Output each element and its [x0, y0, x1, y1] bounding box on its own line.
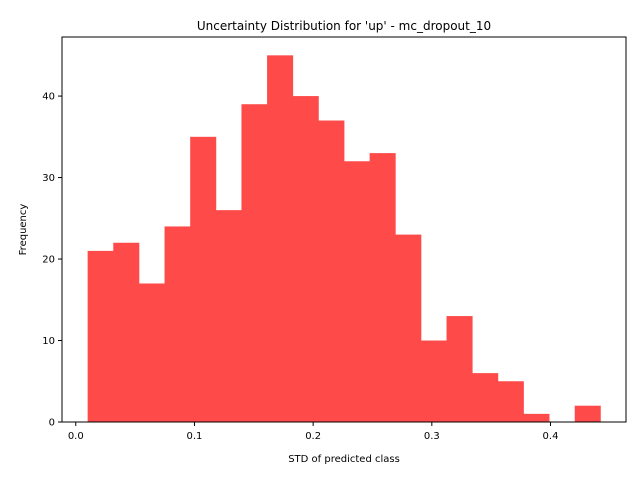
histogram-bar [87, 250, 114, 422]
histogram-bar [472, 373, 499, 422]
x-axis-ticks: 0.0 0.1 0.2 0.3 0.4 [68, 422, 559, 442]
y-tick-label: 30 [42, 173, 55, 184]
histogram-bar [497, 381, 524, 422]
histogram-bar [113, 242, 140, 422]
x-tick-label: 0.0 [68, 431, 84, 442]
histogram-bar [292, 96, 319, 423]
histogram-bar [241, 104, 268, 422]
histogram-bar [344, 161, 371, 422]
x-tick-label: 0.3 [424, 431, 440, 442]
histogram-bar [318, 120, 345, 422]
chart-title: Uncertainty Distribution for 'up' - mc_d… [197, 19, 491, 33]
histogram-bar [267, 55, 294, 422]
y-axis-ticks: 0 10 20 30 40 [42, 92, 62, 429]
x-tick-label: 0.1 [187, 431, 203, 442]
histogram-bar [369, 153, 396, 422]
plot-frame [61, 36, 627, 423]
histogram-bar [574, 405, 601, 422]
histogram-bar [190, 136, 217, 422]
y-tick-label: 0 [49, 418, 55, 429]
x-tick-label: 0.2 [305, 431, 321, 442]
histogram-bar [523, 413, 550, 422]
histogram-bar [215, 210, 242, 422]
y-tick-label: 10 [42, 336, 55, 347]
bars-group [87, 55, 601, 423]
y-axis-label: Frequency [18, 204, 29, 256]
y-tick-label: 40 [42, 92, 55, 103]
histogram-bar [138, 283, 165, 422]
x-tick-label: 0.4 [543, 431, 559, 442]
histogram-bar [395, 234, 422, 422]
histogram-bar [446, 316, 473, 422]
y-tick-label: 20 [42, 255, 55, 266]
histogram-bar [164, 226, 191, 422]
histogram-bar [420, 340, 447, 422]
x-axis-label: STD of predicted class [288, 454, 400, 465]
